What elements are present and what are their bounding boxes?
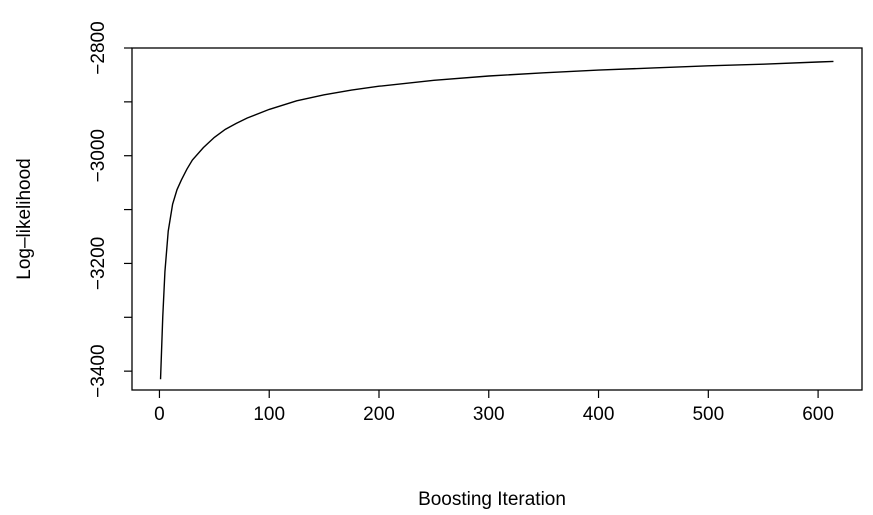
x-tick-label: 300 [473, 404, 505, 425]
x-tick-label: 200 [363, 404, 395, 425]
y-tick-label: −3000 [88, 129, 109, 182]
x-tick-label: 400 [583, 404, 615, 425]
y-tick-label: −3200 [88, 237, 109, 290]
y-tick-label: −3400 [88, 344, 109, 397]
y-axis-label: Log–likelihood [14, 158, 35, 280]
x-tick-label: 500 [692, 404, 724, 425]
x-tick-label: 100 [253, 404, 285, 425]
y-tick-label: −2800 [88, 21, 109, 74]
series-line [159, 60, 834, 380]
y-axis: −3400 −3200 −3000 −2800 [88, 21, 132, 398]
x-tick-label: 0 [154, 404, 165, 425]
plot-frame [131, 47, 863, 391]
x-axis: 0 100 200 300 400 500 600 [154, 390, 834, 425]
x-tick-label: 600 [802, 404, 834, 425]
x-axis-label: Boosting Iteration [418, 489, 566, 510]
